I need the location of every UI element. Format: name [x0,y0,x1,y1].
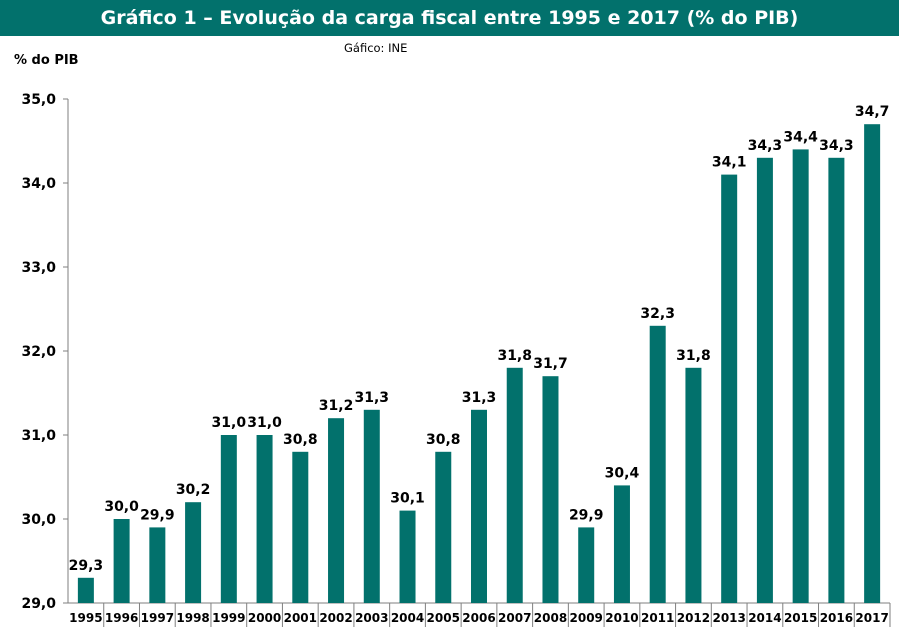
x-tick-label: 2005 [427,611,460,625]
y-tick-label: 35,0 [21,92,56,108]
y-tick-label: 33,0 [21,260,56,276]
bar [363,409,380,603]
bar [292,451,309,603]
data-label: 29,3 [69,558,104,574]
x-tick-label: 2011 [641,611,674,625]
x-tick-label: 1999 [212,611,245,625]
x-tick-label: 2002 [319,611,352,625]
x-tick-label: 2000 [248,611,281,625]
x-tick-label: 1995 [69,611,102,625]
x-tick-label: 2006 [462,611,495,625]
x-tick-label: 2012 [677,611,710,625]
bar [435,451,452,603]
x-tick-label: 2014 [748,611,781,625]
data-label: 31,3 [462,390,497,406]
bar [685,367,702,603]
bar [649,325,666,603]
bar [220,435,237,603]
data-label: 34,7 [855,104,890,120]
x-tick-label: 2007 [498,611,531,625]
data-label: 29,9 [140,507,175,523]
x-tick-label: 1997 [141,611,174,625]
x-tick-label: 2003 [355,611,388,625]
data-label: 31,3 [355,390,390,406]
y-axis-ticks: 29,0 30,0 31,0 32,0 33,0 34,0 35,0 [21,92,68,612]
data-label: 29,9 [569,507,604,523]
y-tick-label: 29,0 [21,596,56,612]
x-tick-label: 2009 [570,611,603,625]
bar [256,435,273,603]
data-label: 30,8 [283,432,318,448]
chart-title: Gráfico 1 – Evolução da carga fiscal ent… [0,0,899,36]
bar [149,527,166,603]
y-axis-label: % do PIB [14,53,79,68]
bar [506,367,523,603]
data-label: 31,0 [212,415,247,431]
bar [328,418,345,603]
bar [578,527,595,603]
bar [721,174,738,603]
data-label: 32,3 [640,306,675,322]
data-label: 30,0 [104,499,139,515]
bar [471,409,487,603]
data-label: 30,8 [426,432,461,448]
x-axis-ticks: 1995 1996 1997 1998 1999 2000 2001 2002 2003 2004… [69,603,891,627]
y-tick-label: 30,0 [21,512,56,528]
bar [399,510,416,603]
data-label: 31,7 [533,356,568,372]
data-label: 30,2 [176,482,211,498]
data-label: 31,8 [676,348,711,364]
bar [542,376,559,603]
x-tick-label: 2001 [284,611,317,625]
bar [613,485,630,603]
bar [864,124,881,603]
y-tick-label: 34,0 [21,176,56,192]
chart-bars [77,124,881,604]
bar [756,157,773,604]
data-label: 30,1 [390,491,425,507]
y-tick-label: 32,0 [21,344,56,360]
x-tick-label: 2017 [855,611,888,625]
bar [828,157,845,604]
chart-source: Gáfico: INE [344,41,408,55]
x-tick-label: 2015 [784,611,817,625]
x-tick-label: 2013 [712,611,745,625]
data-label: 34,1 [712,155,747,171]
y-tick-label: 31,0 [21,428,56,444]
data-label: 34,3 [819,138,854,154]
data-label: 30,4 [605,465,640,481]
data-label: 34,4 [783,129,818,145]
x-tick-label: 2008 [534,611,567,625]
chart-data-labels: 29,330,029,930,231,0 31,030,831,231,330,1… [69,104,890,574]
bar [185,502,202,603]
bar [77,577,94,603]
x-tick-label: 2004 [391,611,424,625]
data-label: 34,3 [748,138,783,154]
x-tick-label: 2016 [820,611,853,625]
data-label: 31,2 [319,398,354,414]
bar [113,519,130,603]
x-tick-label: 2010 [605,611,638,625]
data-label: 31,8 [497,348,532,364]
data-label: 31,0 [247,415,282,431]
bar [792,149,809,603]
x-tick-label: 1998 [176,611,209,625]
x-tick-label: 1996 [105,611,138,625]
